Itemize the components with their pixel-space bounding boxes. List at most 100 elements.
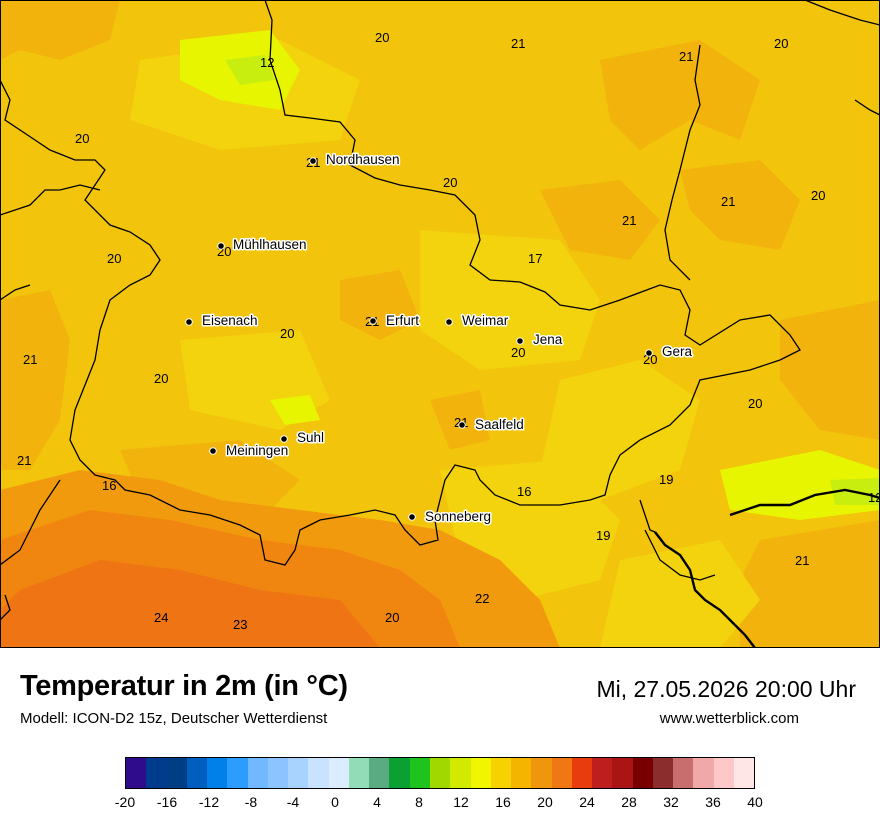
state-border bbox=[0, 0, 801, 566]
border-misc bbox=[644, 529, 716, 581]
temperature-label: 19 bbox=[659, 472, 673, 487]
color-legend-tick: -12 bbox=[198, 794, 220, 810]
color-legend-tick: 12 bbox=[453, 794, 469, 810]
city-jena[interactable]: Jena bbox=[516, 331, 564, 349]
temperature-label: 20 bbox=[107, 251, 121, 266]
city-label: Saalfeld bbox=[475, 417, 524, 432]
color-legend-ticks: -20 -16 -12 -8 -4 0 4 8 12 16 20 24 28 32 36 40 bbox=[115, 794, 763, 814]
temperature-label: 20 bbox=[511, 345, 525, 360]
color-legend-swatch bbox=[348, 758, 370, 788]
temperature-label: 20 bbox=[75, 131, 89, 146]
color-legend-swatch bbox=[126, 758, 147, 788]
model-source: Modell: ICON-D2 15z, Deutscher Wetterdie… bbox=[20, 710, 328, 727]
temperature-label: 20 bbox=[443, 175, 457, 190]
map-footer: Temperatur in 2m (in °C) Modell: ICON-D2… bbox=[0, 648, 880, 830]
temperature-label: 21 bbox=[721, 194, 735, 209]
color-legend-tick: -8 bbox=[244, 794, 258, 810]
color-legend-swatch bbox=[389, 758, 410, 788]
color-legend-swatch bbox=[571, 758, 593, 788]
temperature-label: 21 bbox=[17, 453, 31, 468]
border-southwest bbox=[0, 479, 61, 566]
country-border bbox=[654, 531, 756, 648]
city-gera[interactable]: Gera bbox=[645, 343, 694, 361]
city-saalfeld[interactable]: Saalfeld bbox=[458, 416, 525, 434]
color-legend-swatch bbox=[551, 758, 572, 788]
temperature-label: 16 bbox=[517, 484, 531, 499]
color-legend-swatch bbox=[592, 758, 613, 788]
color-legend-swatch bbox=[531, 758, 552, 788]
city-label: Gera bbox=[662, 344, 693, 359]
color-legend-swatch bbox=[369, 758, 390, 788]
city-label: Jena bbox=[533, 332, 563, 347]
zone-24 bbox=[0, 560, 380, 648]
temperature-label: 21 bbox=[679, 49, 693, 64]
color-legend-tick: 24 bbox=[579, 794, 595, 810]
temperature-label: 20 bbox=[375, 30, 389, 45]
color-legend-swatch bbox=[511, 758, 532, 788]
city-label: Sonneberg bbox=[425, 509, 491, 524]
temperature-label: 12 bbox=[868, 490, 880, 505]
temperature-label: 21 bbox=[795, 553, 809, 568]
color-legend-swatch bbox=[207, 758, 228, 788]
map-title: Temperatur in 2m (in °C) bbox=[20, 670, 348, 702]
city-erfurt[interactable]: Erfurt bbox=[369, 312, 421, 330]
color-legend-swatch bbox=[470, 758, 491, 788]
color-legend-tick: -16 bbox=[156, 794, 178, 810]
city-label: Erfurt bbox=[386, 313, 419, 328]
city-meiningen[interactable]: Meiningen bbox=[209, 442, 290, 460]
country-border-east bbox=[729, 488, 880, 517]
color-legend-swatch bbox=[450, 758, 471, 788]
city-suhl[interactable]: Suhl bbox=[280, 429, 326, 447]
website-link[interactable]: www.wetterblick.com bbox=[659, 710, 799, 727]
color-legend-tick: 28 bbox=[621, 794, 637, 810]
temperature-label: 17 bbox=[528, 251, 542, 266]
border-nw bbox=[0, 184, 101, 216]
border-top-right bbox=[804, 0, 880, 26]
zone-21 bbox=[0, 0, 880, 648]
color-legend-swatch bbox=[146, 758, 167, 788]
border-right bbox=[854, 99, 880, 116]
city-label: Suhl bbox=[297, 430, 324, 445]
color-legend-swatch bbox=[429, 758, 451, 788]
city-nordhausen[interactable]: Nordhausen bbox=[309, 151, 401, 169]
color-legend-swatch bbox=[693, 758, 714, 788]
city-label: Mühlhausen bbox=[233, 237, 307, 252]
temperature-label: 19 bbox=[596, 528, 610, 543]
temperature-label: 21 bbox=[511, 36, 525, 51]
city-label: Meiningen bbox=[226, 443, 288, 458]
color-legend-swatch bbox=[409, 758, 430, 788]
color-legend-tick: 40 bbox=[747, 794, 763, 810]
color-legend-tick: 36 bbox=[705, 794, 721, 810]
city-sonneberg[interactable]: Sonneberg bbox=[408, 508, 493, 526]
temperature-label: 21 bbox=[622, 213, 636, 228]
color-legend-tick: 8 bbox=[415, 794, 423, 810]
temperature-label: 20 bbox=[748, 396, 762, 411]
color-legend-swatch bbox=[227, 758, 248, 788]
temperature-label: 20 bbox=[385, 610, 399, 625]
city-label: Eisenach bbox=[202, 313, 258, 328]
city-markers: Nordhausen Mühlhausen Eisenach Erfurt We… bbox=[185, 151, 694, 526]
city-weimar[interactable]: Weimar bbox=[445, 312, 510, 330]
color-legend-swatch bbox=[328, 758, 349, 788]
city-label: Nordhausen bbox=[326, 152, 400, 167]
temperature-label: 16 bbox=[102, 478, 116, 493]
color-legend-swatch bbox=[288, 758, 309, 788]
color-legend-tick: -20 bbox=[114, 794, 136, 810]
color-legend-tick: 0 bbox=[331, 794, 339, 810]
city-eisenach[interactable]: Eisenach bbox=[185, 312, 259, 330]
temperature-label: 20 bbox=[280, 326, 294, 341]
temperature-map[interactable]: 20 21 21 20 12 20 21 20 21 21 20 20 17 2… bbox=[0, 0, 880, 648]
color-legend-tick: 16 bbox=[495, 794, 511, 810]
color-legend-swatch bbox=[166, 758, 187, 788]
color-legend-swatch bbox=[713, 758, 734, 788]
city-muehlhausen[interactable]: Mühlhausen bbox=[217, 236, 308, 254]
color-legend-swatch bbox=[652, 758, 674, 788]
color-legend-swatch bbox=[267, 758, 289, 788]
color-legend-tick: 32 bbox=[663, 794, 679, 810]
temperature-label: 21 bbox=[23, 352, 37, 367]
color-legend-tick: 4 bbox=[373, 794, 381, 810]
temperature-label: 22 bbox=[475, 591, 489, 606]
temperature-labels: 20 21 21 20 12 20 21 20 21 21 20 20 17 2… bbox=[17, 30, 880, 632]
color-legend-swatch bbox=[247, 758, 268, 788]
color-legend-swatch bbox=[612, 758, 633, 788]
